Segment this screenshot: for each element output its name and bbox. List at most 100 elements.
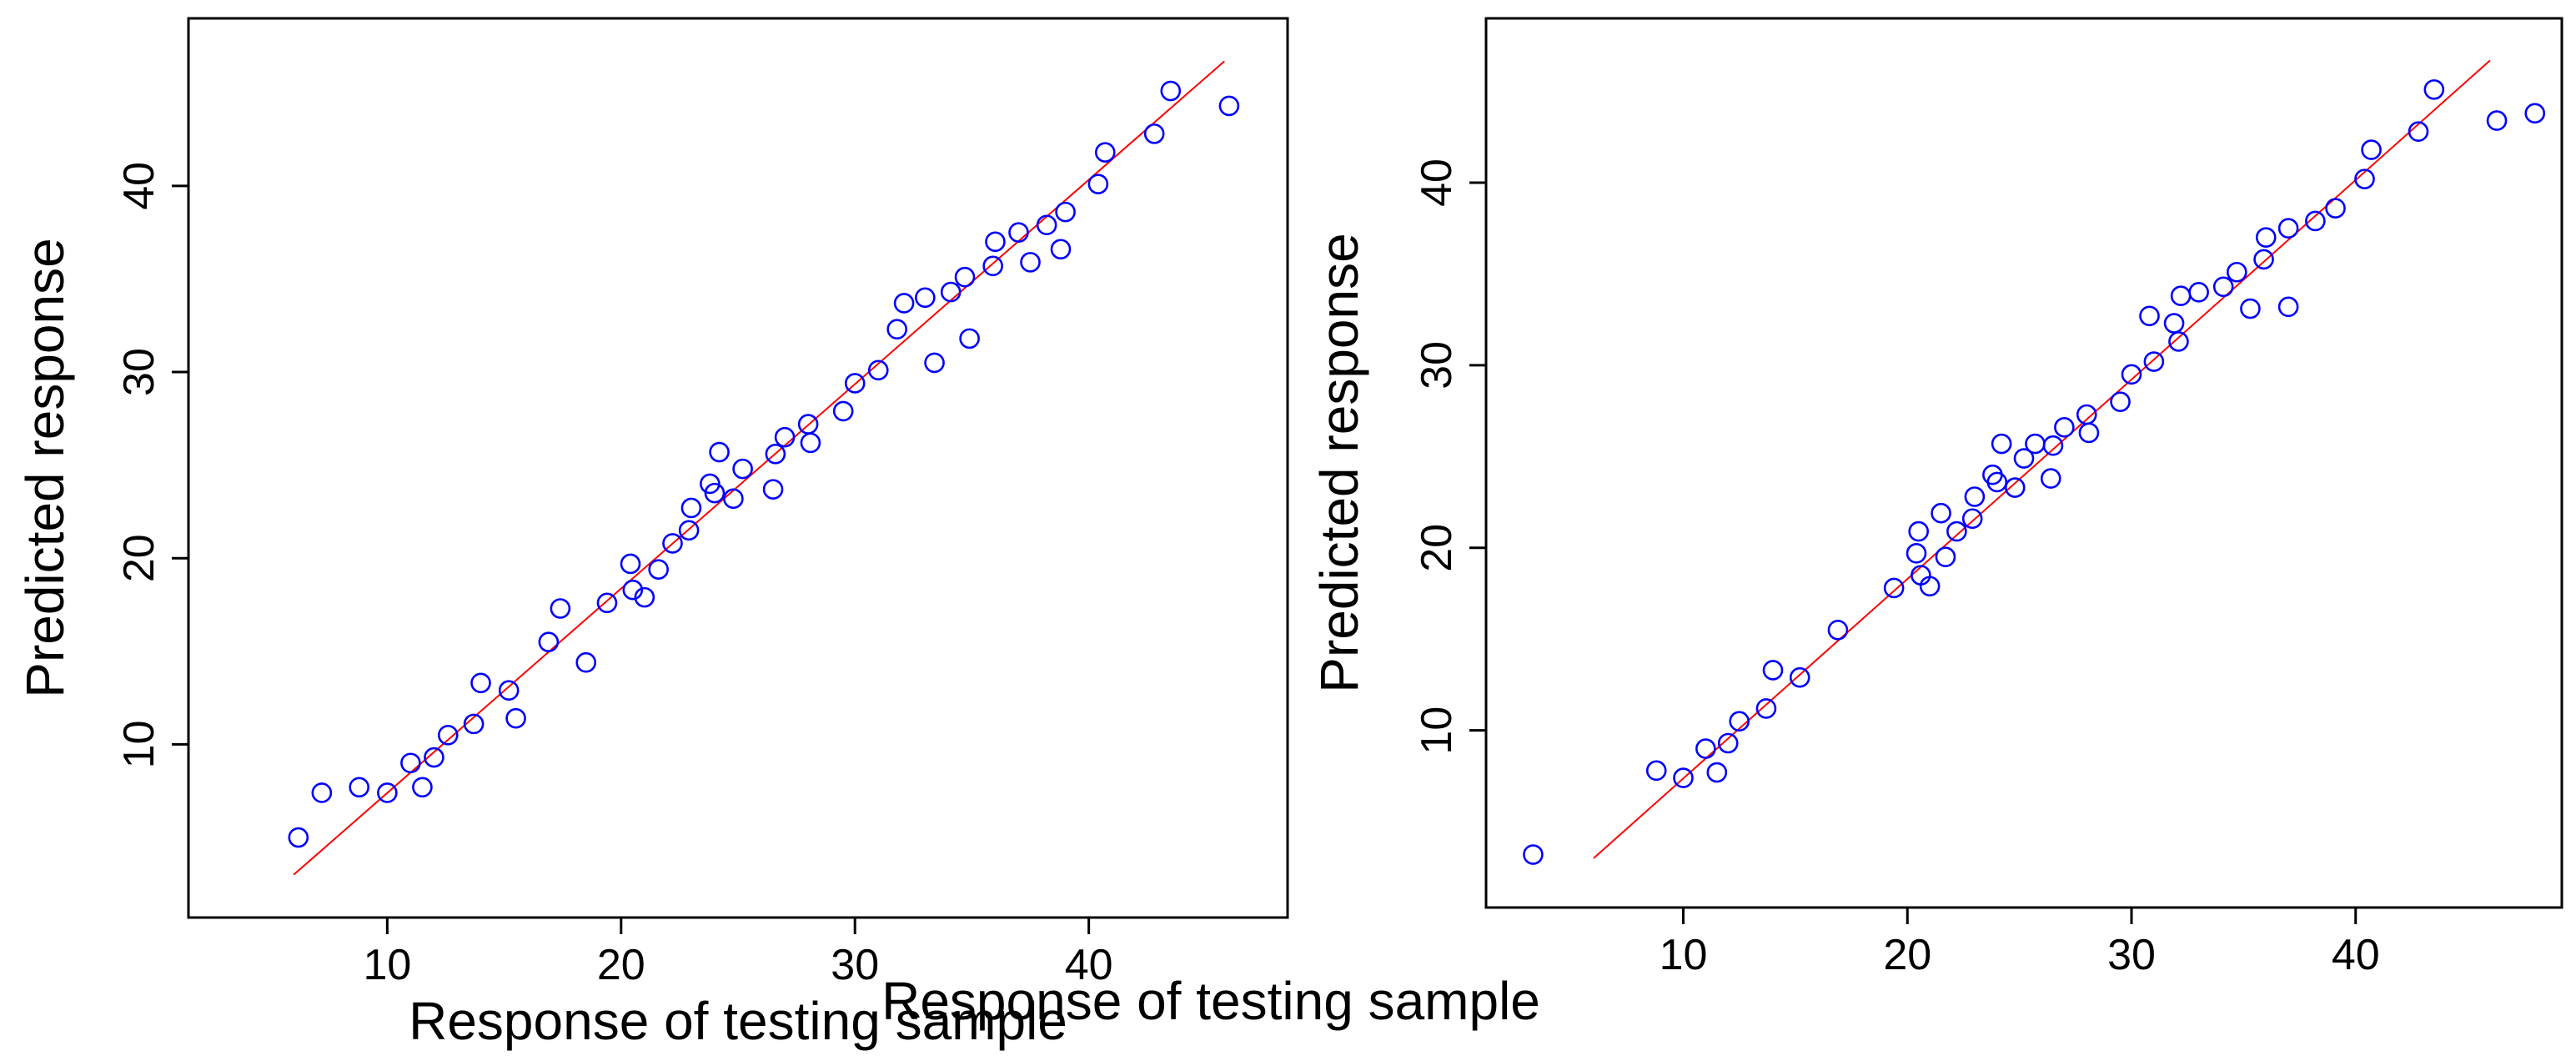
data-point bbox=[349, 777, 370, 798]
data-point bbox=[2253, 249, 2274, 270]
data-point bbox=[648, 559, 669, 580]
data-point bbox=[1906, 543, 1927, 564]
data-point bbox=[832, 400, 854, 422]
x-tick-label: 10 bbox=[363, 941, 411, 989]
y-tick-label: 40 bbox=[115, 162, 163, 210]
data-point bbox=[575, 651, 597, 673]
data-point bbox=[470, 672, 491, 694]
x-tick-label: 20 bbox=[597, 941, 645, 989]
data-point bbox=[2486, 110, 2508, 131]
y-tick-label: 30 bbox=[115, 348, 163, 396]
data-point bbox=[2139, 305, 2160, 327]
y-axis-title: Predicted response bbox=[15, 238, 75, 697]
data-point bbox=[1673, 767, 1694, 788]
y-tick-label: 10 bbox=[1413, 706, 1461, 755]
data-point bbox=[377, 782, 398, 803]
data-point bbox=[1729, 711, 1750, 732]
data-point bbox=[1094, 142, 1116, 163]
data-point bbox=[1695, 738, 1716, 759]
data-point bbox=[2212, 276, 2234, 298]
data-point bbox=[1218, 95, 1240, 117]
data-point bbox=[924, 352, 945, 374]
data-point bbox=[1523, 844, 1544, 865]
plot-box bbox=[187, 17, 1289, 919]
data-point bbox=[2524, 103, 2546, 124]
data-point bbox=[2054, 417, 2075, 438]
data-point bbox=[2277, 218, 2299, 239]
data-point bbox=[1008, 222, 1029, 243]
x-tick-label: 30 bbox=[2107, 931, 2156, 979]
data-point bbox=[1755, 698, 1777, 719]
y-tick-label: 30 bbox=[1413, 341, 1461, 390]
fit-line bbox=[1593, 59, 2491, 859]
data-point bbox=[1020, 252, 1041, 273]
data-point bbox=[2025, 433, 2046, 455]
data-point bbox=[622, 579, 644, 601]
data-point bbox=[800, 432, 821, 454]
data-point bbox=[2163, 313, 2185, 334]
data-point bbox=[2361, 139, 2382, 160]
data-point bbox=[1961, 508, 1983, 530]
data-point bbox=[1762, 660, 1784, 681]
data-point bbox=[634, 586, 655, 608]
data-point bbox=[1986, 471, 2008, 493]
data-point bbox=[959, 328, 980, 349]
data-point bbox=[1050, 239, 1072, 260]
data-point bbox=[1931, 502, 1951, 524]
data-point bbox=[2078, 422, 2100, 444]
data-point bbox=[1964, 486, 1986, 507]
data-point bbox=[2240, 298, 2261, 319]
x-axis-title: Response of testing sample bbox=[881, 971, 1540, 1031]
data-point bbox=[1160, 80, 1182, 102]
plot-box bbox=[1484, 17, 2563, 909]
data-point bbox=[424, 747, 444, 768]
data-point bbox=[1789, 666, 1810, 688]
y-tick-label: 40 bbox=[1413, 158, 1461, 207]
data-point bbox=[954, 266, 976, 288]
data-point bbox=[915, 287, 936, 309]
data-point bbox=[765, 443, 786, 465]
data-point bbox=[538, 631, 560, 652]
data-point bbox=[1883, 577, 1905, 599]
data-point bbox=[2040, 468, 2061, 489]
data-point bbox=[505, 707, 526, 729]
data-point bbox=[498, 680, 520, 701]
data-point bbox=[437, 724, 459, 746]
x-tick-label: 30 bbox=[831, 941, 879, 989]
data-point bbox=[982, 255, 1003, 277]
data-point bbox=[2354, 168, 2375, 189]
x-tick-label: 20 bbox=[1883, 931, 1931, 979]
data-point bbox=[2143, 351, 2165, 372]
data-point bbox=[2121, 364, 2142, 385]
x-tick-label: 40 bbox=[2332, 931, 2380, 979]
data-point bbox=[400, 752, 421, 774]
data-point bbox=[985, 231, 1006, 253]
data-point bbox=[1055, 201, 1076, 223]
data-point bbox=[1143, 123, 1165, 144]
data-point bbox=[2013, 448, 2035, 469]
data-point bbox=[2408, 121, 2429, 143]
data-point bbox=[2227, 261, 2247, 283]
x-tick-label: 10 bbox=[1660, 931, 1708, 979]
data-point bbox=[412, 777, 433, 798]
data-point bbox=[1645, 760, 1667, 782]
data-point bbox=[1935, 546, 1956, 568]
data-point bbox=[2188, 282, 2209, 303]
y-tick-label: 20 bbox=[115, 534, 163, 582]
data-point bbox=[620, 553, 641, 575]
data-point bbox=[732, 458, 753, 480]
data-point bbox=[2423, 79, 2445, 100]
data-point bbox=[723, 488, 744, 510]
data-point bbox=[2305, 210, 2326, 232]
data-point bbox=[844, 373, 866, 394]
data-point bbox=[1717, 732, 1739, 754]
data-point bbox=[1087, 173, 1109, 194]
data-point bbox=[550, 598, 571, 619]
data-point bbox=[1706, 762, 1728, 783]
data-point bbox=[1827, 619, 1849, 641]
data-point bbox=[774, 426, 796, 448]
data-point bbox=[704, 482, 726, 504]
